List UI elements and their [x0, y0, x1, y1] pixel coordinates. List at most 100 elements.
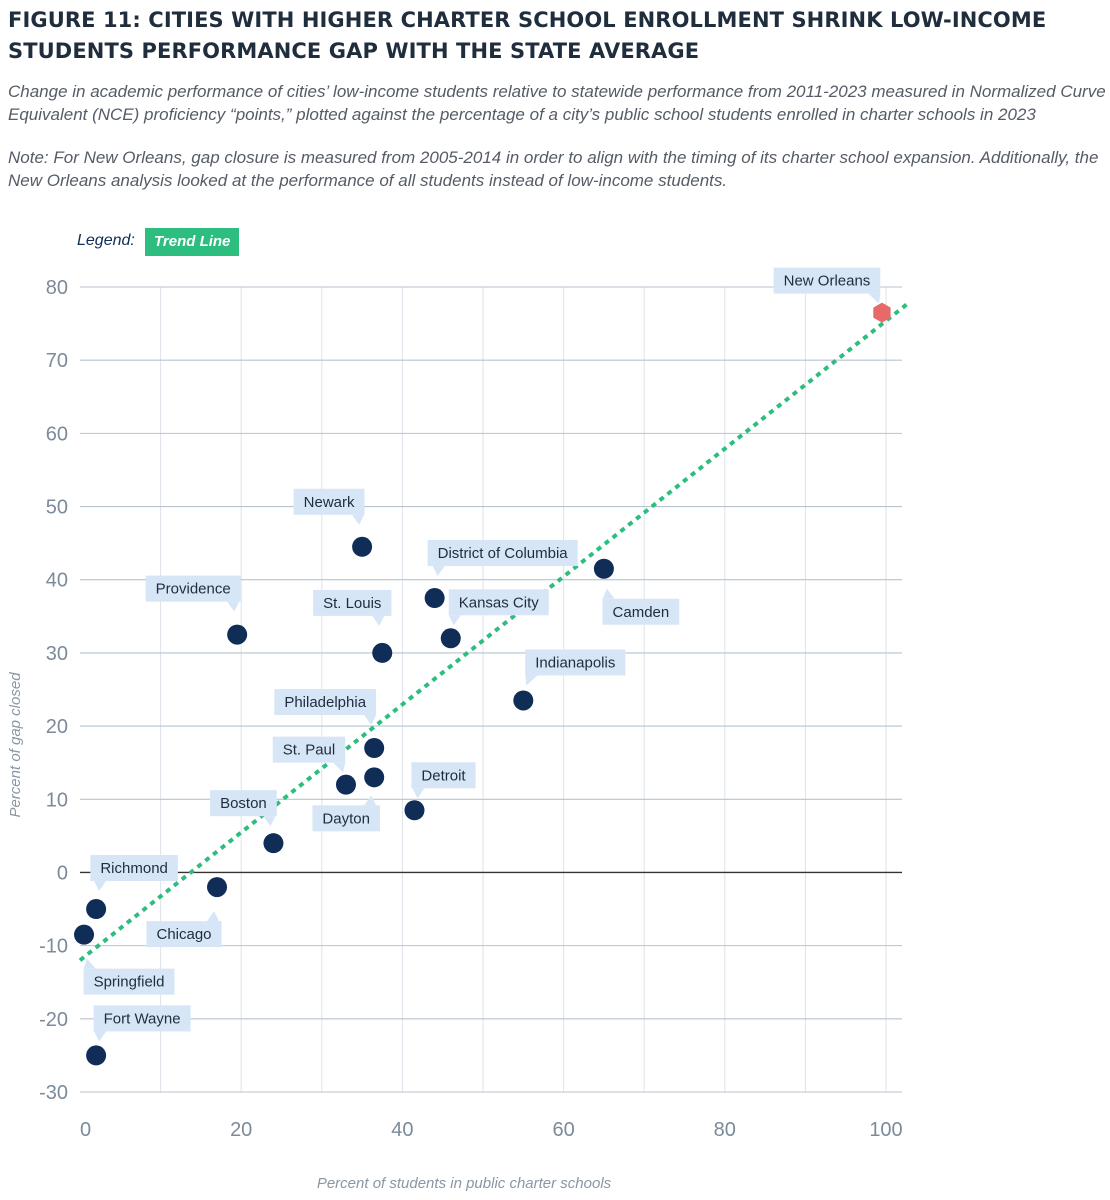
point-label-text: Boston [220, 795, 267, 812]
y-tick-label: 0 [57, 862, 68, 884]
point-label-pointer [83, 958, 96, 969]
point-label-pointer [372, 615, 385, 626]
point-label-text: St. Paul [283, 742, 336, 759]
y-tick-label: 50 [46, 497, 68, 519]
point-label-box [448, 589, 549, 616]
y-tick-label: 30 [46, 643, 68, 665]
point-label-pointer [602, 588, 615, 599]
legend-trend-line: Trend Line [145, 228, 240, 256]
y-tick-label: 10 [46, 789, 68, 811]
data-point-chicago [207, 877, 228, 898]
point-label-text: St. Louis [323, 595, 381, 612]
y-tick-label: 40 [46, 570, 68, 592]
point-label-indianapolis: Indianapolis [525, 649, 626, 686]
x-tick-label: 20 [230, 1119, 252, 1141]
point-label-box [602, 598, 680, 625]
point-label-text: Richmond [100, 860, 168, 877]
trend-line-layer [78, 300, 912, 962]
data-point-district-of-columbia [424, 588, 445, 609]
data-point-camden [593, 558, 614, 579]
data-point-newark [352, 536, 373, 557]
data-points [74, 302, 891, 1066]
point-label-pointer [227, 601, 240, 612]
point-label-box [272, 736, 346, 763]
point-label-text: Fort Wayne [104, 1010, 181, 1027]
point-label-newark: Newark [293, 488, 365, 525]
point-labels: New Orleans Newark District of Columbia Cam… [83, 267, 881, 1042]
x-tick-label: 80 [714, 1119, 736, 1141]
point-label-text: Detroit [421, 767, 466, 784]
point-label-pointer [364, 795, 377, 806]
x-tick-label: 40 [391, 1119, 413, 1141]
point-label-providence: Providence [145, 575, 241, 612]
point-label-text: Springfield [94, 974, 165, 991]
figure-title: FIGURE 11: CITIES WITH HIGHER CHARTER SC… [8, 8, 1047, 63]
x-tick-label: 0 [80, 1119, 91, 1141]
point-label-philadelphia: Philadelphia [274, 689, 377, 726]
point-label-pointer [94, 881, 107, 892]
point-label-detroit: Detroit [411, 762, 476, 799]
point-label-pointer [364, 715, 377, 726]
point-label-box [313, 589, 392, 616]
y-axis-title: Percent of gap closed [7, 672, 24, 818]
point-label-text: Dayton [322, 810, 370, 827]
point-label-pointer [432, 566, 445, 577]
point-label-box [90, 855, 178, 882]
point-label-pointer [263, 816, 276, 827]
data-point-philadelphia [364, 738, 385, 759]
y-tick-label: 20 [46, 716, 68, 738]
data-point-new-orleans [873, 302, 891, 323]
point-label-box [146, 921, 222, 948]
point-label-kansas-city: Kansas City [448, 589, 549, 626]
point-label-box [274, 689, 377, 716]
point-label-pointer [868, 293, 881, 304]
point-label-st-louis: St. Louis [313, 589, 392, 626]
point-label-pointer [352, 514, 365, 525]
point-label-box [210, 790, 277, 817]
point-label-text: Kansas City [459, 594, 540, 611]
grid-lines [80, 286, 902, 1093]
x-tick-label: 60 [552, 1119, 574, 1141]
x-axis-title: Percent of students in public charter sc… [317, 1175, 612, 1192]
point-label-box [145, 575, 241, 602]
data-point-providence [227, 624, 248, 645]
point-label-district-of-columbia: District of Columbia [427, 540, 578, 577]
y-tick-label: 70 [46, 350, 68, 372]
point-label-fort-wayne: Fort Wayne [93, 1005, 191, 1042]
point-label-text: Philadelphia [284, 694, 366, 711]
point-label-text: New Orleans [784, 273, 871, 290]
point-label-pointer [448, 615, 461, 626]
point-label-box [773, 267, 881, 294]
point-label-pointer [412, 788, 425, 799]
point-label-box [312, 805, 380, 832]
point-label-pointer [333, 762, 346, 773]
y-tick-label: -30 [39, 1082, 68, 1104]
point-label-text: Camden [613, 604, 670, 621]
data-point-indianapolis [513, 690, 534, 711]
x-tick-label: 100 [869, 1119, 902, 1141]
point-label-camden: Camden [602, 588, 680, 625]
point-label-pointer [94, 1031, 107, 1042]
point-label-box [83, 968, 175, 995]
point-label-text: Providence [156, 581, 231, 598]
y-tick-label: -10 [39, 936, 68, 958]
point-label-box [293, 488, 365, 515]
y-tick-label: 60 [46, 423, 68, 445]
trend-line [78, 300, 912, 962]
point-label-dayton: Dayton [312, 795, 380, 832]
y-tick-label: 80 [46, 277, 68, 299]
data-point-st-louis [372, 642, 393, 663]
data-point-richmond [86, 899, 107, 920]
point-label-text: Newark [304, 494, 355, 511]
point-label-pointer [525, 675, 538, 686]
point-label-box [427, 540, 578, 567]
data-point-st-paul [335, 774, 356, 795]
point-label-text: Indianapolis [535, 654, 615, 671]
point-label-richmond: Richmond [90, 855, 178, 892]
point-label-chicago: Chicago [146, 911, 222, 948]
data-point-springfield [74, 924, 95, 945]
point-label-springfield: Springfield [83, 958, 175, 995]
y-tick-label: -20 [39, 1009, 68, 1031]
